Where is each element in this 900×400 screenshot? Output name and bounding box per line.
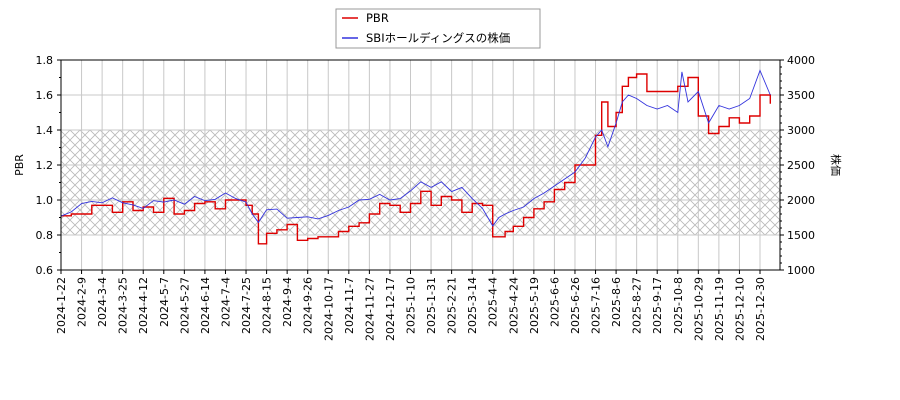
right-axis: 1000 1500 2000 2500 3000 3500 4000 [780,54,815,277]
left-tick-label: 0.8 [36,229,54,242]
x-tick-label: 2025-12-10 [733,277,746,341]
price-line [61,69,771,227]
x-tick-label: 2025-9-17 [651,277,664,334]
x-tick-label: 2025-6-26 [569,277,582,334]
x-tick-label: 2024-1-22 [55,277,68,334]
legend-price-label: SBIホールディングスの株価 [366,31,510,45]
x-tick-label: 2025-8-27 [631,277,644,334]
x-tick-label: 2025-1-31 [425,277,438,334]
x-tick-label: 2025-7-16 [590,277,603,334]
x-tick-label: 2025-10-8 [672,277,685,334]
x-tick-label: 2024-5-7 [158,277,171,327]
x-tick-label: 2024-7-4 [219,277,232,327]
x-tick-label: 2025-12-30 [754,277,767,341]
x-tick-label: 2024-9-4 [281,277,294,327]
right-tick-label: 1500 [787,229,815,242]
x-tick-label: 2024-11-7 [343,277,356,334]
x-tick-label: 2025-11-19 [713,277,726,341]
x-axis: 2024-1-22 2024-2-9 2024-3-4 2024-3-25 2024-4… [55,270,767,341]
x-tick-label: 2024-4-12 [137,277,150,334]
x-tick-label: 2025-5-19 [528,277,541,334]
left-tick-label: 1.4 [36,124,54,137]
right-tick-label: 2000 [787,194,815,207]
left-tick-label: 1.0 [36,194,54,207]
grid-lines [60,59,780,271]
x-tick-label: 2024-3-4 [96,277,109,327]
series-lines [61,69,771,245]
x-tick-label: 2025-2-21 [446,277,459,334]
right-tick-label: 3000 [787,124,815,137]
x-tick-label: 2024-11-27 [363,277,376,341]
left-tick-label: 1.2 [36,159,54,172]
left-axis: 0.6 0.8 1.0 1.2 1.4 1.6 1.8 [36,54,61,277]
right-tick-label: 4000 [787,54,815,67]
x-tick-label: 2024-9-26 [302,277,315,334]
x-tick-label: 2025-4-24 [507,277,520,334]
pbr-line [61,73,771,245]
x-tick-label: 2024-10-17 [322,277,335,341]
x-tick-label: 2025-1-10 [405,277,418,334]
right-tick-label: 3500 [787,89,815,102]
legend: PBR SBIホールディングスの株価 [335,8,541,49]
left-tick-label: 0.6 [36,264,54,277]
legend-pbr-label: PBR [366,11,389,25]
x-tick-label: 2024-8-15 [261,277,274,334]
x-tick-label: 2025-3-14 [466,277,479,334]
x-tick-label: 2024-7-25 [240,277,253,334]
x-tick-label: 2025-10-29 [692,277,705,341]
left-tick-label: 1.6 [36,89,54,102]
x-tick-label: 2024-12-17 [384,277,397,341]
x-tick-label: 2024-2-9 [76,277,89,327]
right-tick-label: 2500 [787,159,815,172]
left-tick-label: 1.8 [36,54,54,67]
x-tick-label: 2025-6-6 [548,277,561,327]
left-axis-label: PBR [13,154,26,176]
x-tick-label: 2024-6-14 [199,277,212,334]
x-tick-label: 2024-5-27 [178,277,191,334]
x-tick-label: 2025-4-4 [487,277,500,327]
right-tick-label: 1000 [787,264,815,277]
legend-box [335,8,541,49]
x-tick-label: 2025-8-6 [610,277,623,327]
x-tick-label: 2024-3-25 [117,277,130,334]
right-axis-label: 株価 [829,154,843,176]
